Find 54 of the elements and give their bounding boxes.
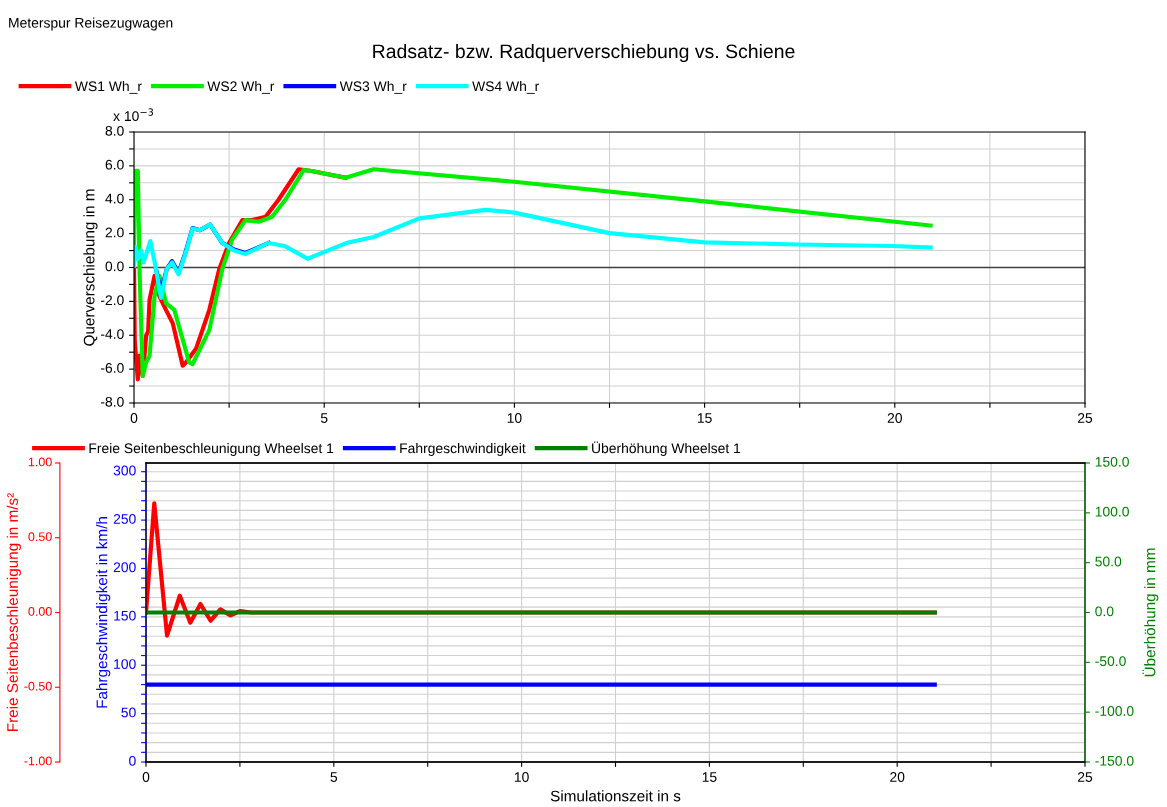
y3-axis-title: Freie Seitenbeschleunigung in m/s² [6,493,21,731]
y2-tick-label: 150.0 [1095,456,1129,467]
x-tick-label: 15 [697,413,712,423]
legend-label: WS4 Wh_r [472,80,539,94]
y-tick-label: 150 [114,610,136,621]
y3-tick-label: 0.50 [28,532,52,542]
y3-tick-label: -1.00 [24,756,52,766]
x-tick-label: 15 [702,772,717,782]
x-tick-label: 20 [887,413,902,423]
y-tick-label: 50 [121,707,136,718]
y3-tick-label: 1.00 [28,457,52,467]
y-tick-label: 6.0 [105,159,124,170]
legend-label: Freie Seitenbeschleunigung Wheelset 1 [89,443,334,456]
y2-tick-label: -150.0 [1095,755,1134,766]
x-tick-label: 5 [330,772,338,782]
x-tick-label: 25 [1077,413,1093,423]
x-axis-title: Simulationszeit in s [550,790,681,802]
y-axis-title: Fahrgeschwindigkeit in km/h [96,517,111,708]
y-tick-label: 0.0 [105,261,124,272]
y2-tick-label: -100.0 [1095,706,1134,716]
y-tick-label: 0 [129,755,136,766]
y-tick-label: 250 [113,513,136,524]
legend-label: Überhöhung Wheelset 1 [592,441,741,456]
y-tick-label: 200 [113,562,136,573]
y-tick-label: 8.0 [105,125,124,136]
y-tick-label: -4.0 [100,329,124,339]
y-axis-title: Querverschiebung in m [83,189,98,346]
y-tick-label: 100 [114,659,136,669]
x-tick-label: 20 [890,772,905,782]
x-tick-label: 10 [507,413,522,423]
y-tick-label: 4.0 [105,193,124,204]
y2-tick-label: -50.0 [1095,656,1126,667]
legend-label: WS1 Wh_r [74,80,142,94]
chart-title: Radsatz- bzw. Radquerverschiebung vs. Schiene [373,43,795,63]
y-tick-label: -2.0 [100,295,124,306]
y-tick-label: 2.0 [105,227,124,238]
y2-tick-label: 0.0 [1095,606,1114,617]
y2-tick-label: 50.0 [1095,556,1122,567]
x-tick-label: 5 [320,413,328,423]
x-tick-label: 0 [142,772,150,782]
y-tick-label: 300 [113,465,136,476]
y-tick-label: -8.0 [100,396,124,407]
y3-tick-label: -0.50 [24,681,52,691]
y2-tick-label: 100.0 [1095,506,1129,517]
y2-axis-title: Überhöhung in mm [1142,548,1159,677]
text: x 10$^{−3}$ [113,108,154,122]
y-tick-label: -6.0 [100,363,124,373]
x-tick-label: 25 [1077,772,1093,782]
legend-label: Fahrgeschwindigkeit [400,443,526,456]
legend-label: WS3 Wh_r [339,80,407,94]
x-tick-label: 10 [514,772,529,782]
legend-label: WS2 Wh_r [207,80,275,94]
y3-tick-label: 0.00 [28,607,52,616]
text: Meterspur Reisezugwagen [9,17,173,31]
